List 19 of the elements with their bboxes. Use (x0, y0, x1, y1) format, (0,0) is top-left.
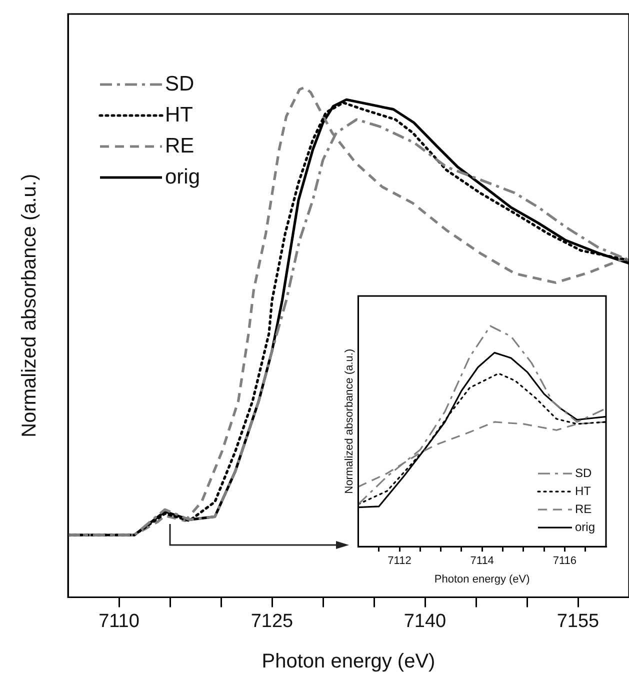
legend-label: SD (574, 466, 592, 480)
x-axis-title: Photon energy (eV) (262, 650, 436, 673)
legend-label: HT (574, 484, 592, 498)
y-axis-title: Normalized absorbance (a.u.) (344, 348, 356, 494)
legend-label: orig (165, 165, 200, 188)
y-axis-title: Normalized absorbance (a.u.) (18, 174, 41, 438)
x-tick-label: 7125 (250, 610, 294, 632)
x-tick-label: 7114 (470, 555, 494, 568)
x-tick-label: 7155 (556, 610, 600, 632)
legend-label: RE (165, 134, 194, 158)
x-tick-label: 7110 (98, 610, 140, 632)
legend-label: RE (574, 502, 592, 516)
legend-label: SD (165, 72, 194, 96)
legend-label: orig (574, 520, 596, 534)
legend-label: HT (165, 103, 194, 126)
x-tick-label: 7140 (404, 610, 446, 632)
x-axis-title: Photon energy (eV) (434, 573, 530, 586)
x-tick-label: 7116 (552, 555, 577, 568)
x-tick-label: 7112 (388, 555, 412, 568)
